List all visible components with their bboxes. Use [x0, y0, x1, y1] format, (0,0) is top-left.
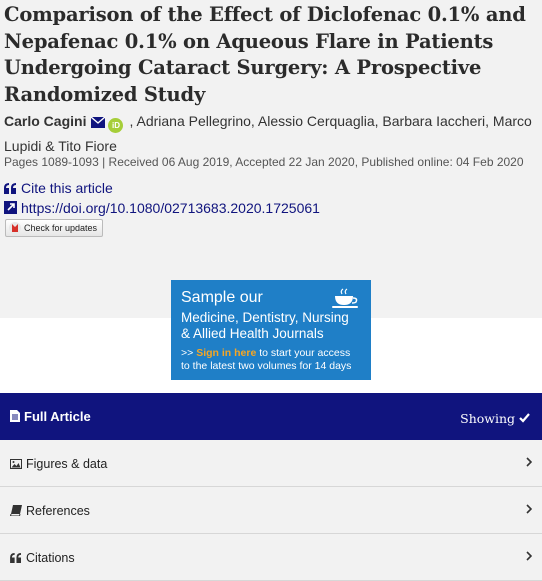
tab-citations[interactable]: Citations	[0, 534, 542, 581]
chevron-right-icon	[526, 550, 533, 564]
email-icon[interactable]	[91, 112, 106, 135]
cite-article-link[interactable]: Cite this article	[4, 180, 113, 197]
author-link[interactable]: Adriana Pellegrino	[136, 113, 251, 129]
author-link[interactable]: Tito Fiore	[58, 138, 117, 154]
orcid-icon[interactable]: iD	[108, 118, 124, 133]
author-link[interactable]: Barbara Iaccheri	[382, 113, 486, 129]
check-icon	[519, 413, 530, 423]
image-icon	[10, 458, 22, 472]
doi-link[interactable]: https://doi.org/10.1080/02713683.2020.17…	[4, 200, 320, 217]
journal-ad-banner[interactable]: Sample our Medicine, Dentistry, Nursing …	[171, 280, 371, 380]
author-link[interactable]: Alessio Cerquaglia	[257, 113, 375, 129]
author-link[interactable]: Carlo Cagini	[4, 113, 87, 129]
tab-references[interactable]: References	[0, 487, 542, 534]
author-link[interactable]: Marco Lupidi	[4, 113, 532, 154]
quote-icon	[10, 552, 22, 566]
chevron-right-icon	[526, 503, 533, 517]
teacup-icon	[331, 288, 361, 315]
article-header	[0, 0, 542, 318]
author-list: Carlo Cagini iD, Adriana Pellegrino, Ales…	[4, 112, 532, 154]
document-icon	[10, 410, 20, 425]
ad-headline: Sample our	[181, 289, 263, 306]
article-title: Comparison of the Effect of Diclofenac 0…	[4, 3, 526, 106]
author-ampersand: &	[45, 138, 55, 154]
ad-sign-in-link[interactable]: Sign in here	[196, 347, 257, 359]
book-icon	[9, 505, 22, 519]
showing-indicator: Showing	[460, 411, 530, 426]
external-link-icon	[4, 201, 17, 217]
check-for-updates-button[interactable]: Check for updates	[5, 219, 103, 237]
tab-figures-data[interactable]: Figures & data	[0, 440, 542, 487]
ad-text: >> Sign in here to start your access to …	[181, 347, 352, 372]
crossmark-icon	[9, 222, 21, 239]
publication-info: Pages 1089-1093 | Received 06 Aug 2019, …	[4, 155, 524, 169]
ad-subheadline: Medicine, Dentistry, Nursing & Allied He…	[181, 310, 349, 341]
quote-icon	[4, 181, 17, 197]
chevron-right-icon	[526, 456, 533, 470]
tab-full-article[interactable]: Full Article Showing	[0, 393, 542, 440]
